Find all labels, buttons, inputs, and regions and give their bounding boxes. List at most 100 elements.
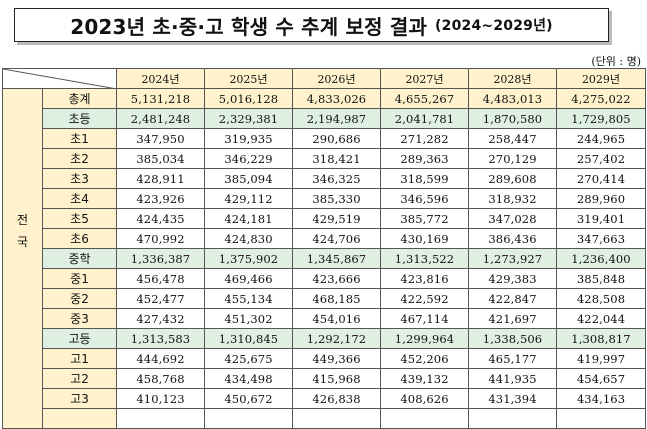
value-cell: 428,911 [116, 168, 205, 189]
year-header: 2024년 [116, 68, 205, 89]
value-cell: 425,675 [204, 348, 293, 369]
corner-cell [2, 68, 117, 89]
value-cell: 4,483,013 [468, 88, 557, 109]
value-cell: 2,194,987 [292, 108, 381, 129]
value-cell: 424,830 [204, 228, 293, 249]
year-header: 2028년 [468, 68, 557, 89]
value-cell: 423,816 [380, 268, 469, 289]
value-cell: 423,666 [292, 268, 381, 289]
value-cell: 346,325 [292, 168, 381, 189]
value-cell: 319,935 [204, 128, 293, 149]
value-cell: 1,375,902 [204, 248, 293, 269]
table-row: 초6 470,992 424,830 424,706 430,169 386,436 347… [3, 228, 646, 249]
value-cell: 422,847 [468, 288, 557, 309]
value-cell: 270,129 [468, 148, 557, 169]
value-cell: 1,729,805 [556, 108, 646, 129]
title-range: (2024~2029년) [435, 18, 553, 34]
value-cell: 458,768 [116, 368, 205, 389]
value-cell: 439,132 [380, 368, 469, 389]
value-cell: 1,338,506 [468, 328, 557, 349]
row-label: 중1 [42, 268, 117, 289]
value-cell: 434,498 [204, 368, 293, 389]
value-cell: 318,599 [380, 168, 469, 189]
value-cell: 347,663 [556, 228, 646, 249]
value-cell: 1,292,172 [292, 328, 381, 349]
value-cell: 318,932 [468, 188, 557, 209]
value-cell: 454,657 [556, 368, 646, 389]
value-cell: 4,655,267 [380, 88, 469, 109]
value-cell: 428,508 [556, 288, 646, 309]
value-cell: 429,383 [468, 268, 557, 289]
value-cell: 257,402 [556, 148, 646, 169]
row-label: 초3 [42, 168, 117, 189]
table-row: 초2 385,034 346,229 318,421 289,363 270,129 257… [3, 148, 646, 169]
value-cell: 5,131,218 [116, 88, 205, 109]
region-char: 전 [16, 213, 29, 227]
value-cell: 258,447 [468, 128, 557, 149]
value-cell: 456,478 [116, 268, 205, 289]
value-cell: 385,772 [380, 208, 469, 229]
row-label: 고3 [42, 388, 117, 409]
table-row: 초1 347,950 319,935 290,686 271,282 258,447 244… [3, 128, 646, 149]
year-header: 2029년 [556, 68, 646, 89]
value-cell: 385,848 [556, 268, 646, 289]
region-spacer [4, 90, 42, 210]
value-cell: 452,206 [380, 348, 469, 369]
title-main: 2023년 초·중·고 학생 수 추계 보정 결과 [70, 14, 428, 39]
table-row: 고2 458,768 434,498 415,968 439,132 441,935 454… [3, 368, 646, 389]
value-cell: 319,401 [556, 208, 646, 229]
value-cell: 427,432 [116, 308, 205, 329]
value-cell: 434,163 [556, 388, 646, 409]
value-cell: 318,421 [292, 148, 381, 169]
value-cell: 450,672 [204, 388, 293, 409]
value-cell: 1,236,400 [556, 248, 646, 269]
value-cell: 1,299,964 [380, 328, 469, 349]
table-row: 고1 444,692 425,675 449,366 452,206 465,177 419… [3, 348, 646, 369]
empty-cell [42, 408, 117, 429]
value-cell: 469,466 [204, 268, 293, 289]
value-cell: 444,692 [116, 348, 205, 369]
value-cell: 289,960 [556, 188, 646, 209]
row-label: 고2 [42, 368, 117, 389]
subtotal-row: 초등 2,481,248 2,329,381 2,194,987 2,041,781 1,… [3, 108, 646, 129]
table-row: 초5 424,435 424,181 429,519 385,772 347,028 319… [3, 208, 646, 229]
row-label: 중학 [42, 248, 117, 269]
value-cell: 470,992 [116, 228, 205, 249]
value-cell: 1,308,817 [556, 328, 646, 349]
table-row: 초4 423,926 429,112 385,330 346,596 318,932 289… [3, 188, 646, 209]
value-cell: 424,181 [204, 208, 293, 229]
value-cell: 244,965 [556, 128, 646, 149]
value-cell: 424,435 [116, 208, 205, 229]
value-cell: 270,414 [556, 168, 646, 189]
value-cell: 386,436 [468, 228, 557, 249]
row-label: 초2 [42, 148, 117, 169]
value-cell: 346,229 [204, 148, 293, 169]
value-cell: 271,282 [380, 128, 469, 149]
region-char: 국 [16, 235, 29, 249]
row-label: 초5 [42, 208, 117, 229]
diagonal-line [3, 69, 112, 88]
row-label: 고등 [42, 328, 117, 349]
row-label: 중2 [42, 288, 117, 309]
value-cell: 426,838 [292, 388, 381, 409]
value-cell: 423,926 [116, 188, 205, 209]
header-row: 2024년 2025년 2026년 2027년 2028년 2029년 [2, 68, 646, 89]
value-cell: 1,870,580 [468, 108, 557, 129]
table-row: 중3 427,432 451,302 454,016 467,114 421,697 422… [3, 308, 646, 329]
subtotal-row: 고등 1,313,583 1,310,845 1,292,172 1,299,964 1,… [3, 328, 646, 349]
value-cell: 385,330 [292, 188, 381, 209]
value-cell: 1,273,927 [468, 248, 557, 269]
value-cell: 289,363 [380, 148, 469, 169]
value-cell: 1,336,387 [116, 248, 205, 269]
value-cell: 4,275,022 [556, 88, 646, 109]
row-label: 총계 [42, 88, 117, 109]
value-cell: 347,028 [468, 208, 557, 229]
value-cell: 1,310,845 [204, 328, 293, 349]
value-cell: 452,477 [116, 288, 205, 309]
value-cell: 424,706 [292, 228, 381, 249]
value-cell: 290,686 [292, 128, 381, 149]
report-title: 2023년 초·중·고 학생 수 추계 보정 결과 (2024~2029년) [14, 8, 609, 42]
value-cell: 2,329,381 [204, 108, 293, 129]
value-cell: 449,366 [292, 348, 381, 369]
